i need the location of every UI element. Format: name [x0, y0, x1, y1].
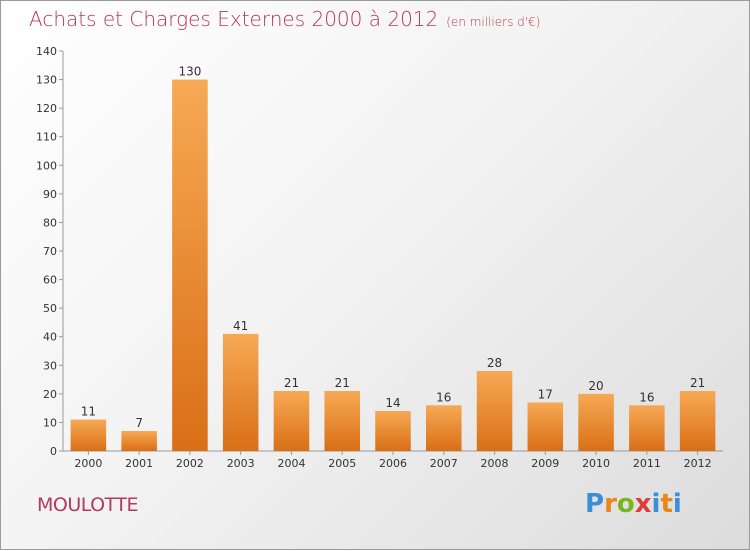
proxiti-logo: Proxiti: [585, 489, 682, 519]
y-tick-label: 140: [36, 45, 57, 58]
x-tick-label-2011: 2011: [633, 457, 661, 470]
x-tick-label-2003: 2003: [227, 457, 255, 470]
x-tick-label-2008: 2008: [481, 457, 509, 470]
x-tick-label-2006: 2006: [379, 457, 407, 470]
y-tick-label: 50: [43, 302, 57, 315]
bar-2001: [121, 431, 157, 451]
value-label-2012: 21: [690, 376, 705, 390]
bar-2006: [375, 411, 411, 451]
bar-2003: [222, 333, 259, 451]
bar-2008: [476, 371, 513, 451]
bar-2010: [578, 393, 614, 451]
bar-2004: [273, 391, 310, 451]
x-tick-label-2000: 2000: [74, 457, 102, 470]
value-label-2000: 11: [81, 405, 96, 419]
logo-letter: i: [651, 489, 661, 519]
logo-letter: i: [672, 489, 682, 519]
bar-2009: [527, 402, 564, 451]
x-tick-label-2004: 2004: [277, 457, 305, 470]
value-label-2002: 130: [178, 65, 201, 79]
x-tick-label-2010: 2010: [582, 457, 610, 470]
bar-2000: [70, 419, 107, 451]
value-label-2003: 41: [233, 319, 248, 333]
logo-letter: x: [634, 489, 652, 519]
value-label-2007: 16: [436, 390, 451, 404]
logo-letter: r: [604, 489, 617, 519]
location-label: MOULOTTE: [37, 494, 139, 516]
y-tick-label: 100: [36, 159, 57, 172]
x-tick-label-2005: 2005: [328, 457, 356, 470]
logo-letter: P: [585, 489, 605, 519]
chart-title: Achats et Charges Externes 2000 à 2012 (e…: [29, 7, 540, 31]
axes: 0 10 20 30 40 50 60 70 80 90 100 110 120 130 140 2000 20…: [36, 45, 723, 470]
x-tick-label-2009: 2009: [531, 457, 559, 470]
y-tick-label: 0: [50, 445, 57, 458]
y-tick-label: 10: [43, 416, 57, 429]
value-label-2006: 14: [385, 396, 400, 410]
title-text: Achats et Charges Externes 2000 à 2012: [29, 7, 439, 31]
value-label-2011: 16: [639, 390, 654, 404]
y-tick-label: 60: [43, 274, 57, 287]
value-labels-group: 11 7 130 41 21 21 14 16 28 17 20 16 21: [81, 65, 706, 430]
y-tick-label: 90: [43, 188, 57, 201]
bar-2012: [679, 391, 716, 451]
value-label-2004: 21: [284, 376, 299, 390]
logo-letter: o: [616, 489, 635, 519]
x-tick-label-2007: 2007: [430, 457, 458, 470]
bar-2002: [172, 79, 208, 452]
y-tick-label: 20: [43, 388, 57, 401]
value-label-2005: 21: [335, 376, 350, 390]
x-tick-label-2001: 2001: [125, 457, 153, 470]
bar-2011: [629, 405, 665, 451]
bars-group: [70, 79, 716, 452]
y-tick-label: 110: [36, 131, 57, 144]
y-tick-label: 130: [36, 74, 57, 87]
x-tick-label-2002: 2002: [176, 457, 204, 470]
x-tick-label-2012: 2012: [684, 457, 712, 470]
value-label-2008: 28: [487, 356, 502, 370]
y-tick-label: 80: [43, 216, 57, 229]
bar-2007: [426, 405, 462, 451]
y-tick-label: 120: [36, 102, 57, 115]
y-tick-label: 40: [43, 331, 57, 344]
value-label-2010: 20: [588, 379, 603, 393]
value-label-2001: 7: [135, 416, 143, 430]
unit-label: (en milliers d'€): [446, 15, 541, 29]
y-tick-label: 70: [43, 245, 57, 258]
bar-2005: [324, 391, 360, 451]
logo-letter: t: [660, 489, 673, 519]
y-tick-label: 30: [43, 359, 57, 372]
value-label-2009: 17: [538, 387, 553, 401]
